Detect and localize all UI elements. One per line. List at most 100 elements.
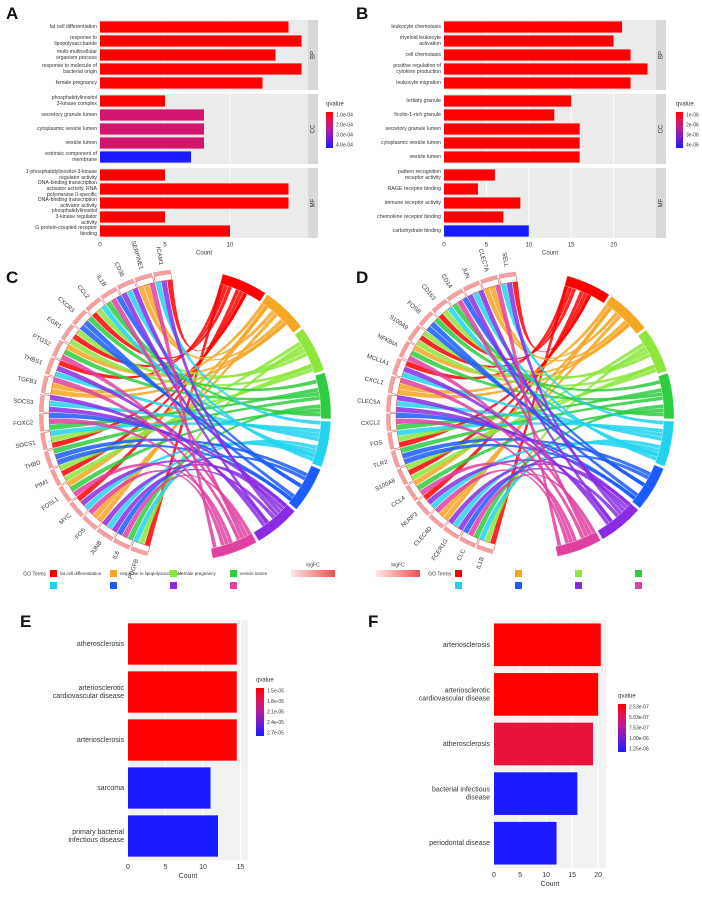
chart-f-tick-label: 15	[568, 872, 576, 879]
chart-b-tick-label: 20	[610, 243, 617, 249]
chart-d-gene-fc	[415, 500, 431, 516]
chart-f-tick-label: 0	[492, 872, 496, 879]
chart-c-legend-label: female pregnancy	[180, 571, 217, 576]
panel-label-b: B	[356, 4, 369, 23]
chart-d-gene-label: CD163	[420, 283, 437, 302]
chart-b-legend-label: 2e-06	[686, 122, 699, 128]
chart-c-gene-label: JUNB	[90, 540, 104, 556]
chart-a-legend-bar	[326, 112, 333, 148]
chart-e-tick-label: 0	[126, 864, 130, 871]
chart-e-tick-label: 5	[164, 864, 168, 871]
chart-b-tick-label: 10	[525, 243, 532, 249]
chart-d-gene-fc	[446, 288, 464, 301]
chart-c-gene-label: FOS	[75, 527, 88, 540]
chart-d-term-block	[597, 503, 639, 540]
chart-d-ribbon	[397, 368, 657, 442]
chart-d-gene-fc	[476, 544, 494, 555]
chart-d-gene-block	[499, 275, 518, 285]
chart-a-facet-label: BP	[311, 51, 317, 59]
chart-d-ribbon	[400, 396, 664, 454]
chart-d-ribbon	[398, 304, 609, 394]
chart-c-gene-fc	[69, 501, 84, 518]
chart-d-gene-block	[464, 283, 483, 297]
chart-b-facet-label: CC	[659, 124, 665, 133]
chart-a-legend-label: 3.0e-04	[336, 132, 353, 138]
chart-e-legend-bar	[256, 688, 264, 736]
chart-d-gene-fc	[405, 484, 419, 502]
chart-a-legend-label: 2.0e-04	[336, 122, 353, 128]
chart-d-legend-swatch	[515, 570, 522, 577]
chart-c-gene-fc	[116, 278, 135, 290]
chart-b-facet-label: MF	[659, 198, 665, 207]
chart-d-ribbon	[494, 284, 562, 547]
chart-d-gene-label: CCL4	[391, 495, 408, 509]
chart-c-gene-fc	[130, 546, 149, 557]
chart-c-gene-label: SERPINE1	[129, 240, 143, 271]
chart-c-gene-block	[61, 482, 77, 501]
chart-a-bar-label: response to molecule of bacterial origin	[42, 63, 98, 75]
chart-d-gene-block	[481, 278, 500, 290]
chart-d-ribbon	[457, 299, 589, 538]
chart-d-gene-block	[395, 358, 408, 378]
chart-c-gene-fc	[100, 286, 118, 300]
chart-f-bar-label: arteriosclerotic cardiovascular disease	[419, 687, 491, 702]
chart-d-gene-label: CD14	[439, 273, 453, 290]
chart-c-ribbon	[53, 395, 321, 454]
chart-d-gene-label: NFKBIA	[376, 333, 398, 348]
chart-d-ribbon	[426, 459, 628, 510]
chart-d-gene-block	[421, 313, 438, 331]
chart-c-gene-fc	[44, 356, 55, 375]
chart-c-ribbon	[80, 459, 285, 511]
chart-c-ribbon	[101, 463, 288, 526]
chart-d-gene-block	[448, 291, 467, 307]
chart-d-gene-fc	[431, 298, 448, 313]
chart-d-gene-fc	[480, 274, 498, 284]
chart-f-legend-label: 5.03e-07	[629, 715, 649, 721]
chart-a-bar	[100, 21, 289, 33]
chart-c-term-block	[253, 504, 295, 542]
chart-c-gene-block	[87, 299, 106, 317]
chart-c-gene-block	[48, 358, 61, 377]
chart-b-bar-label: leukocyte migration	[396, 80, 441, 86]
chart-d-gene-fc	[387, 375, 396, 394]
chart-e-legend-label: 2.7e-05	[267, 730, 284, 736]
chart-b-bar	[444, 49, 631, 61]
chart-b-legend-bar	[676, 112, 683, 148]
chart-d-gene-block	[389, 394, 398, 413]
chart-c-gene-label: TGFB3	[17, 376, 38, 386]
chart-c-gene-fc	[153, 269, 172, 277]
chart-d-term-block	[632, 464, 664, 509]
chart-d-legend-swatch	[635, 582, 642, 589]
chart-c-ribbon	[87, 316, 318, 392]
chart-b-bar	[444, 95, 572, 107]
chart-c-gene-block	[74, 311, 92, 330]
chart-c-gene-block	[102, 289, 121, 305]
chart-b-bar-label: cell chemotaxis	[406, 52, 442, 58]
chart-a-bar	[100, 123, 204, 135]
chart-d-legend-swatch	[575, 582, 582, 589]
chart-a-bar-label: cytoplasmic vesicle lumen	[37, 126, 97, 132]
chart-d-term-block	[555, 531, 601, 557]
chart-f-bar	[494, 722, 593, 766]
chart-d-gene-fc	[387, 432, 395, 450]
panel-label-a: A	[6, 4, 19, 23]
chart-d-gene-fc	[396, 468, 408, 486]
chart-a-bar-label: fat cell differentiation	[50, 24, 98, 30]
chart-a-bar-label: vesicle lumen	[66, 140, 98, 146]
chart-c-gene-fc	[58, 485, 72, 503]
chart-d-gene-fc	[398, 340, 411, 358]
chart-d-ribbon	[448, 463, 631, 525]
chart-b-facet-strip	[656, 20, 666, 90]
chart-b-bar	[444, 35, 614, 47]
chart-c-ribbon	[149, 282, 217, 549]
chart-a-bar	[100, 137, 204, 149]
chart-c-term-block	[288, 465, 321, 510]
chart-e-bar	[128, 767, 211, 809]
chart-a-tick-label: 5	[163, 243, 167, 249]
chart-d-legend-swatch	[635, 570, 642, 577]
chart-c-fc-bar	[291, 570, 335, 577]
chart-a-bar-label: multi-multicellular organism process	[56, 49, 97, 61]
chart-a-facet-strip	[308, 94, 318, 164]
chart-c-gene-label: SOCS3	[13, 398, 34, 406]
